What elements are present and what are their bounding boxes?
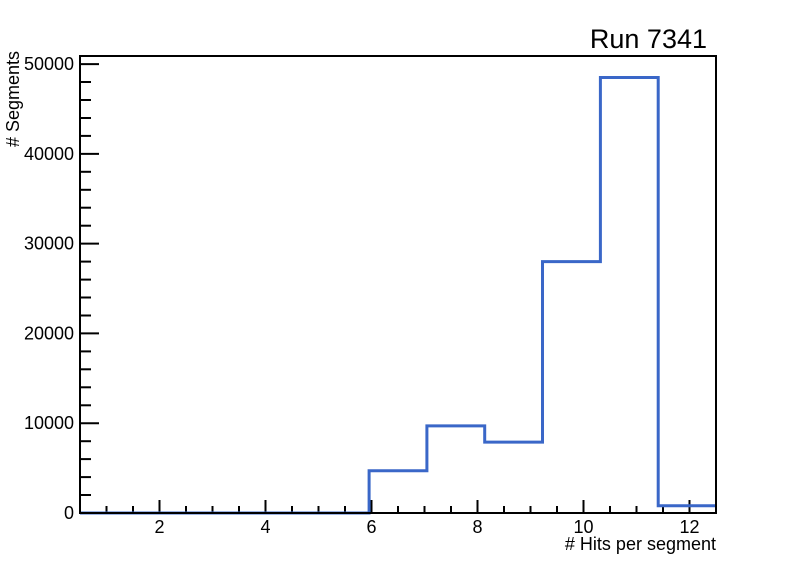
- x-tick-label: 2: [154, 517, 164, 537]
- x-tick-label: 10: [573, 517, 593, 537]
- y-tick-label: 20000: [24, 323, 74, 343]
- plot-title: Run 7341: [589, 24, 707, 54]
- y-axis-title: # Segments: [3, 50, 23, 147]
- x-tick-label: 8: [472, 517, 482, 537]
- x-tick-label: 4: [260, 517, 270, 537]
- plot-frame: [79, 55, 717, 514]
- y-tick-label: 30000: [24, 234, 74, 254]
- x-tick-label: 6: [366, 517, 376, 537]
- x-axis-title: # Hits per segment: [564, 534, 716, 554]
- x-tick-label: 12: [679, 517, 699, 537]
- y-tick-label: 10000: [24, 413, 74, 433]
- y-tick-label: 50000: [24, 54, 74, 74]
- y-tick-label: 40000: [24, 144, 74, 164]
- y-tick-label: 0: [64, 503, 74, 523]
